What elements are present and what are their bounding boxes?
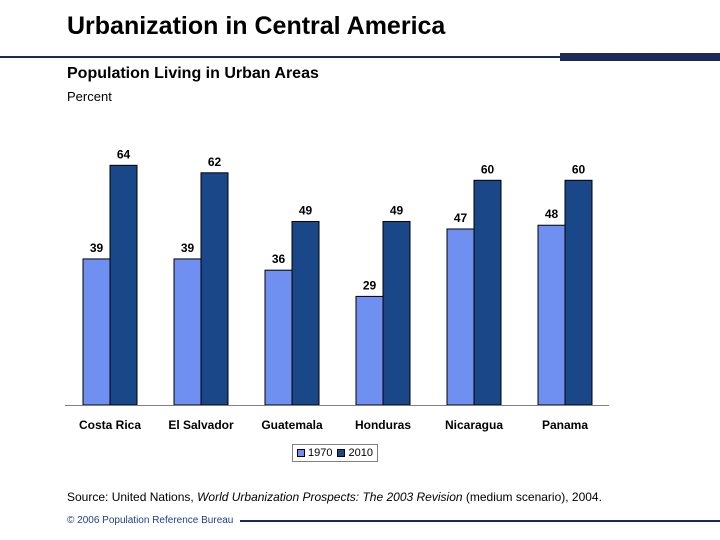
source-title: World Urbanization Prospects: The 2003 R… — [197, 490, 463, 504]
source-note: Source: United Nations, World Urbanizati… — [67, 490, 602, 504]
title-divider-thick — [560, 53, 720, 61]
x-tick-label-panama: Panama — [542, 418, 588, 432]
x-tick-label-costa-rica: Costa Rica — [79, 418, 141, 432]
data-label-guatemala-2010: 49 — [299, 203, 313, 217]
data-label-guatemala-1970: 36 — [272, 252, 286, 266]
page-title: Urbanization in Central America — [67, 12, 446, 40]
data-label-nicaragua-1970: 47 — [454, 211, 468, 225]
data-label-nicaragua-2010: 60 — [481, 162, 495, 176]
data-label-costa-rica-2010: 64 — [117, 147, 131, 161]
data-label-el-salvador-1970: 39 — [181, 241, 195, 255]
bar-honduras-1970 — [355, 295, 384, 406]
title-divider-thin — [0, 56, 560, 58]
title-divider — [0, 53, 720, 61]
bar-el-salvador-2010 — [200, 172, 229, 406]
data-label-honduras-2010: 49 — [390, 203, 404, 217]
x-tick-label-nicaragua: Nicaragua — [445, 418, 503, 432]
x-tick-label-honduras: Honduras — [355, 418, 411, 432]
bar-costa-rica-2010 — [109, 164, 138, 406]
footer-divider — [240, 520, 720, 522]
source-suffix: (medium scenario), 2004. — [462, 490, 602, 504]
bar-nicaragua-2010 — [473, 179, 502, 406]
data-label-honduras-1970: 29 — [363, 278, 377, 292]
legend-label-1970: 1970 — [308, 447, 333, 459]
source-prefix: Source: United Nations, — [67, 490, 198, 504]
data-label-el-salvador-2010: 62 — [208, 155, 222, 169]
chart-subtitle: Population Living in Urban Areas — [67, 65, 319, 82]
bar-el-salvador-1970 — [173, 258, 202, 406]
legend-swatch-1970 — [297, 449, 305, 457]
bar-costa-rica-1970 — [82, 258, 111, 406]
data-label-panama-1970: 48 — [545, 207, 559, 221]
data-label-panama-2010: 60 — [572, 162, 586, 176]
bar-guatemala-1970 — [264, 269, 293, 406]
legend-swatch-2010 — [337, 449, 346, 457]
chart-legend: 1970 2010 — [292, 444, 378, 462]
footer-copyright: © 2006 Population Reference Bureau — [67, 515, 234, 526]
x-tick-label-guatemala: Guatemala — [261, 418, 323, 432]
bar-nicaragua-1970 — [446, 228, 475, 406]
legend-item-2010: 2010 — [337, 447, 373, 459]
bar-guatemala-2010 — [291, 220, 320, 406]
legend-item-1970: 1970 — [297, 447, 332, 459]
x-tick-label-el-salvador: El Salvador — [168, 418, 234, 432]
data-label-costa-rica-1970: 39 — [90, 241, 104, 255]
bar-honduras-2010 — [382, 220, 411, 406]
unit-label: Percent — [67, 89, 112, 104]
bar-panama-1970 — [537, 224, 566, 406]
legend-label-2010: 2010 — [348, 447, 373, 459]
bar-panama-2010 — [564, 179, 593, 406]
